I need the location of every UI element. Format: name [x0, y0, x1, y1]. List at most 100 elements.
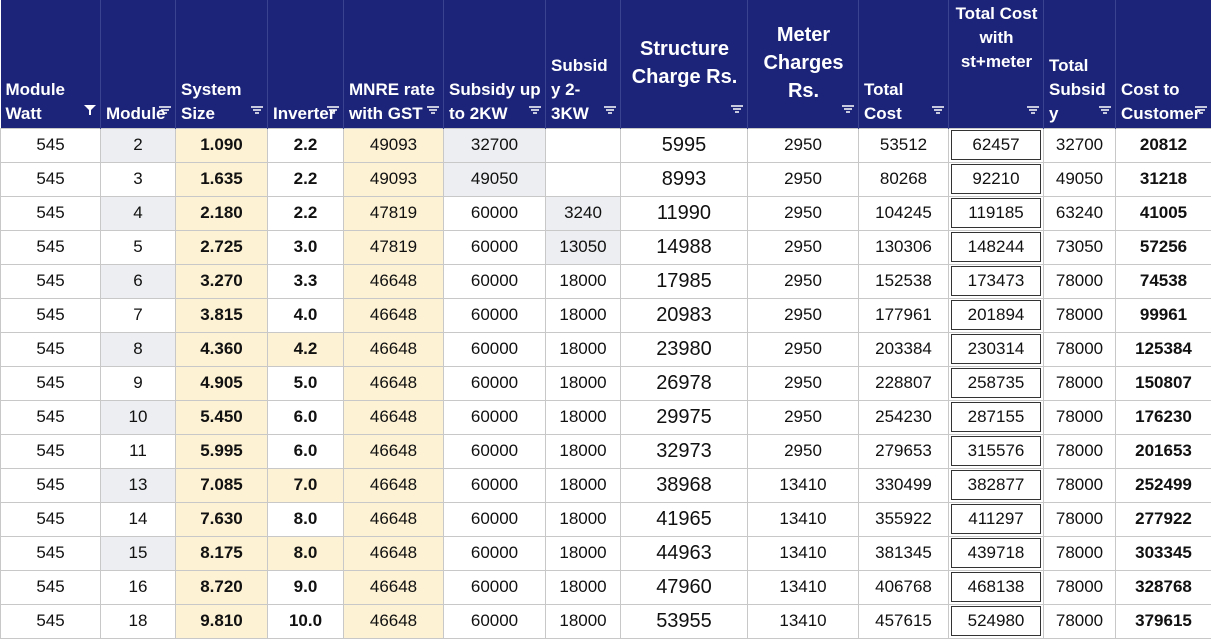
column-header: Inverter: [267, 0, 344, 128]
table-cell: 44963: [620, 535, 748, 571]
table-cell: 5: [100, 229, 176, 265]
cell-text: 3.3: [293, 271, 318, 290]
table-cell: 13410: [747, 569, 859, 605]
cell-text: 355922: [875, 509, 932, 528]
cell-text: 60000: [470, 611, 519, 630]
table-cell: 78000: [1043, 501, 1116, 537]
cell-text: 545: [36, 611, 65, 630]
filter-button[interactable]: [159, 98, 171, 122]
cell-text: 148244: [951, 232, 1041, 262]
table-cell: 8993: [620, 161, 748, 197]
table-row: 545 11 5.995 6.0 46648 60000 18000 32973 2950 279…: [0, 433, 1211, 469]
table-cell: 203384: [858, 331, 949, 367]
table-cell: 46648: [343, 399, 444, 435]
cell-text: 44963: [656, 541, 712, 564]
table-row: 545 18 9.810 10.0 46648 60000 18000 53955 13410 4…: [0, 603, 1211, 639]
header-text: Structure Charge Rs.: [631, 37, 738, 88]
table-cell: 46648: [343, 501, 444, 537]
table-row: 545 13 7.085 7.0 46648 60000 18000 38968 13410 33…: [0, 467, 1211, 503]
column-header: Subsidy up to 2KW: [443, 0, 546, 128]
filter-button[interactable]: [1195, 98, 1207, 122]
table-cell: 46648: [343, 331, 444, 367]
cell-text: 3: [133, 169, 143, 188]
cell-text: 5.995: [200, 441, 243, 460]
header-text: Total Subsidy: [1049, 55, 1106, 123]
cell-text: 119185: [951, 198, 1041, 228]
table-cell: 254230: [858, 399, 949, 435]
filter-button[interactable]: [604, 98, 616, 122]
header-text: Meter Charges Rs.: [763, 23, 844, 102]
table-cell: 258735: [948, 365, 1044, 401]
table-cell: 80268: [858, 161, 949, 197]
table-row: 545 14 7.630 8.0 46648 60000 18000 41965 13410 35…: [0, 501, 1211, 537]
table-cell: 62457: [948, 127, 1044, 163]
cell-text: 258735: [951, 368, 1041, 398]
cell-text: 13410: [779, 611, 827, 630]
cell-text: 545: [36, 135, 65, 154]
cell-text: 41005: [1139, 203, 1188, 222]
table-cell: 99961: [1115, 297, 1211, 333]
table-cell: 3.270: [175, 263, 268, 299]
filter-button[interactable]: [84, 98, 96, 122]
filter-button[interactable]: [1099, 98, 1111, 122]
cell-text: 46648: [369, 339, 418, 358]
cell-text: 315576: [951, 436, 1041, 466]
table-row: 545 9 4.905 5.0 46648 60000 18000 26978 2950 2288…: [0, 365, 1211, 401]
cell-text: 78000: [1055, 509, 1104, 528]
table-cell: 4: [100, 195, 176, 231]
filter-button[interactable]: [1027, 98, 1039, 122]
cell-text: 60000: [470, 577, 519, 596]
filter-button[interactable]: [327, 98, 339, 122]
cell-text: 60000: [470, 271, 519, 290]
table-row: 545 7 3.815 4.0 46648 60000 18000 20983 2950 1779…: [0, 297, 1211, 333]
table-cell: 13410: [747, 603, 859, 639]
filter-button[interactable]: [427, 98, 439, 122]
filter-button[interactable]: [932, 98, 944, 122]
cell-text: 545: [36, 509, 65, 528]
table-cell: 355922: [858, 501, 949, 537]
table-cell: 173473: [948, 263, 1044, 299]
table-cell: 46648: [343, 365, 444, 401]
cell-text: 46648: [369, 407, 418, 426]
table-cell: 2950: [747, 331, 859, 367]
table-cell: 14988: [620, 229, 748, 265]
table-cell: 18000: [545, 297, 621, 333]
table-cell: 8: [100, 331, 176, 367]
table-cell: 13410: [747, 467, 859, 503]
filter-button[interactable]: [251, 98, 263, 122]
cell-text: 18000: [559, 611, 607, 630]
table-cell: 8.0: [267, 501, 344, 537]
cell-text: 13410: [779, 509, 827, 528]
filter-button[interactable]: [529, 98, 541, 122]
table-cell: 545: [0, 263, 101, 299]
table-row: 545 8 4.360 4.2 46648 60000 18000 23980 2950 2033…: [0, 331, 1211, 367]
cell-text: 47819: [369, 203, 418, 222]
cell-text: 78000: [1055, 407, 1104, 426]
table-cell: 73050: [1043, 229, 1116, 265]
cell-text: 46648: [369, 441, 418, 460]
cell-text: 99961: [1139, 305, 1188, 324]
cell-text: 8.720: [200, 577, 243, 596]
cell-text: 31218: [1139, 169, 1188, 188]
column-header: Total Cost with st+meter: [948, 0, 1044, 128]
table-cell: 10: [100, 399, 176, 435]
filter-button[interactable]: [731, 94, 743, 122]
cell-text: 46648: [369, 373, 418, 392]
cell-text: 78000: [1055, 611, 1104, 630]
cell-text: 11: [129, 441, 147, 460]
cell-text: 545: [36, 543, 65, 562]
cell-text: 176230: [1135, 407, 1192, 426]
table-cell: 46648: [343, 263, 444, 299]
cell-text: 9: [133, 373, 143, 392]
filter-button[interactable]: [842, 94, 854, 122]
column-header: System Size: [175, 0, 268, 128]
table-cell: 18: [100, 603, 176, 639]
table-cell: 16: [100, 569, 176, 605]
cell-text: 78000: [1055, 271, 1104, 290]
table-cell: 545: [0, 297, 101, 333]
table-cell: 2.2: [267, 195, 344, 231]
cell-text: 6.0: [293, 407, 318, 426]
table-cell: 406768: [858, 569, 949, 605]
table-cell: 18000: [545, 331, 621, 367]
table-cell: 382877: [948, 467, 1044, 503]
